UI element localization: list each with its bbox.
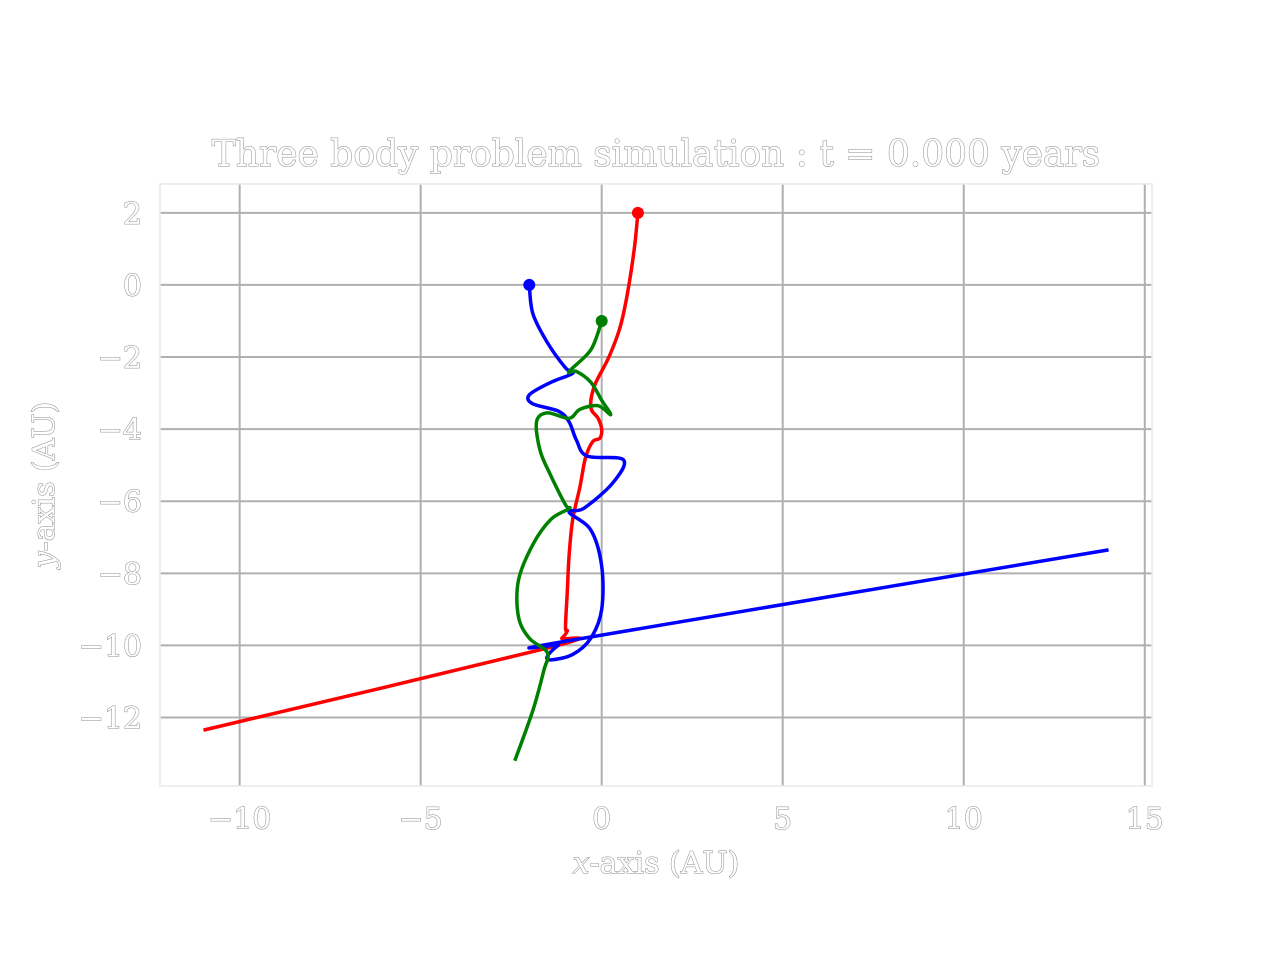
chart-title: Three body problem simulation : t = 0.00…	[212, 134, 1100, 175]
y-axis-title: y-axis (AU)	[27, 402, 62, 571]
x-axis-title-rest: -axis (AU)	[590, 846, 740, 881]
plot-frame	[159, 183, 1153, 787]
y-tick-label: −2	[98, 341, 142, 376]
x-tick-label: 10	[945, 802, 983, 837]
y-tick-label: 2	[123, 197, 142, 232]
y-tick-label: −4	[98, 413, 142, 448]
x-tick-label: 5	[773, 802, 792, 837]
x-tick-label: 15	[1126, 802, 1164, 837]
trajectory-line-1	[203, 212, 640, 732]
grid-lines	[160, 184, 1152, 786]
x-tick-label: −5	[399, 802, 443, 837]
x-tick-label: 0	[592, 802, 611, 837]
tick-labels: −10 −5 0 5 10 15 −12 −10 −8 −6 −4 −2 0 2	[78, 196, 1164, 837]
trajectory-line-2	[526, 284, 1109, 662]
x-tick-label: −10	[208, 802, 271, 837]
series-layer	[203, 206, 1109, 762]
y-tick-label: −8	[98, 557, 142, 592]
body-marker-2	[523, 278, 536, 291]
y-tick-label: −12	[79, 702, 142, 737]
y-tick-label: 0	[123, 269, 142, 304]
body-marker-1	[631, 206, 644, 219]
body-marker-3	[595, 314, 608, 327]
y-axis-title-var: y	[27, 550, 62, 570]
x-axis-title: x-axis (AU)	[573, 846, 740, 881]
y-tick-label: −10	[79, 629, 142, 664]
y-axis-title-rest: -axis (AU)	[27, 402, 62, 552]
trajectory-line-3	[513, 320, 613, 762]
x-axis-title-var: x	[573, 846, 590, 881]
y-tick-label: −6	[98, 485, 142, 520]
